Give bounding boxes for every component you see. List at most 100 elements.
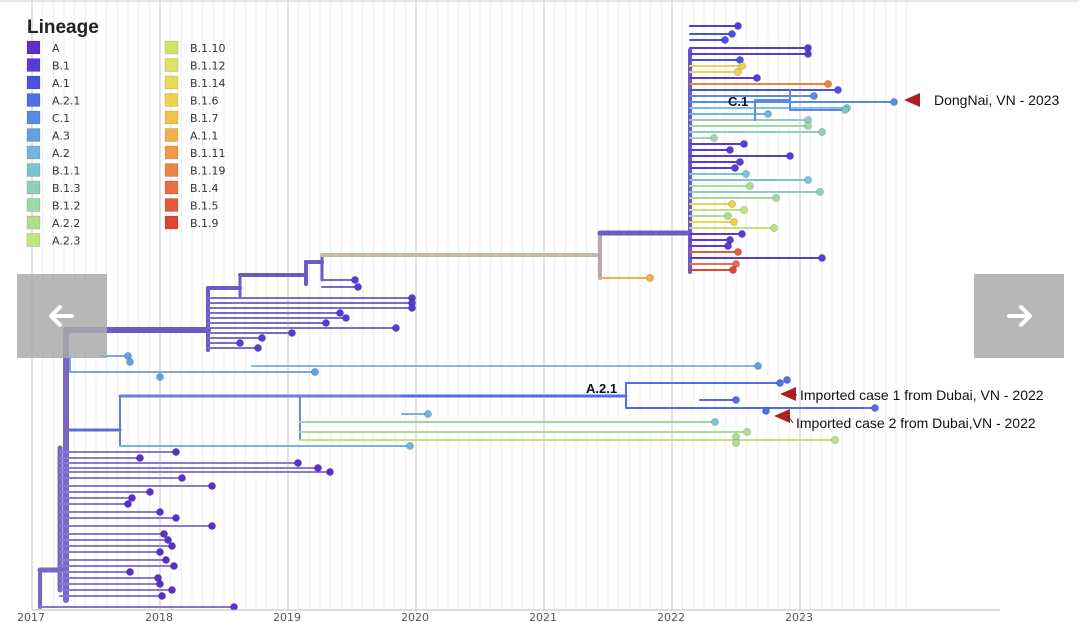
tree-tip: [254, 344, 262, 352]
tree-tip: [126, 358, 134, 366]
tree-tip: [158, 592, 166, 600]
legend-swatch: [164, 58, 179, 72]
tree-tip: [776, 379, 784, 387]
tick-label: 2022: [657, 611, 685, 622]
legend-swatch: [26, 233, 41, 247]
tree-tip: [753, 74, 761, 82]
annotation-arrow: [904, 93, 920, 107]
tree-tip: [156, 508, 164, 516]
legend-swatch: [26, 128, 41, 142]
legend-label: A.2.3: [52, 235, 80, 248]
tree-tip: [818, 128, 826, 136]
tree-tip: [816, 188, 824, 196]
tree-tip: [890, 98, 898, 106]
tree-tip: [646, 274, 654, 282]
clade-label-c1: C.1: [728, 94, 748, 109]
tree-tip: [742, 170, 750, 178]
tree-tip: [124, 500, 132, 508]
tree-tip: [738, 62, 746, 70]
tree-tip: [824, 80, 832, 88]
tree-tip: [728, 30, 736, 38]
tree-tip: [406, 442, 414, 450]
tree-tip: [754, 362, 762, 370]
legend-label: A: [52, 42, 60, 55]
legend-swatch: [164, 75, 179, 90]
tree-tip: [740, 140, 748, 148]
tree-tip: [342, 314, 350, 322]
previous-button[interactable]: [17, 274, 107, 358]
tree-tip: [162, 556, 170, 564]
legend-swatch: [164, 128, 179, 142]
tree-tip: [288, 329, 296, 337]
legend-label: B.1.2: [52, 200, 81, 213]
annotations: DongNai, VN - 2023 Imported case 1 from D…: [774, 92, 1060, 431]
tree-tip: [136, 454, 144, 462]
legend-label: B.1.6: [190, 95, 219, 108]
tree-tip: [230, 603, 238, 611]
tree-tip: [294, 459, 302, 467]
tree-tip: [804, 50, 812, 58]
legend-label: A.1: [52, 77, 70, 90]
tree-tip: [729, 266, 737, 274]
legend-swatch: [164, 163, 179, 177]
tree-tip: [732, 396, 740, 404]
annotation-leader: [787, 415, 794, 424]
legend-label: C.1: [52, 112, 70, 125]
tree-tip: [314, 464, 322, 472]
tree-tip: [164, 536, 172, 544]
legend-swatch: [164, 198, 179, 212]
tree-tip: [208, 522, 216, 530]
legend-label: B.1.4: [190, 182, 219, 195]
legend-label: B.1.5: [190, 200, 219, 213]
legend-swatch: [164, 110, 179, 125]
tree-tip: [871, 404, 879, 412]
legend-swatch: [164, 215, 179, 230]
tree-tip: [743, 428, 751, 436]
tree-tip: [146, 488, 154, 496]
legend-swatch: [26, 58, 41, 72]
annotation-label: Imported case 2 from Dubai,VN - 2022: [796, 415, 1036, 431]
tree-tip: [721, 36, 729, 44]
tree-tip: [810, 92, 818, 100]
clade-labels: C.1 A.2.1: [586, 94, 748, 396]
arrow-left-icon: [49, 305, 74, 327]
next-button[interactable]: [974, 274, 1064, 358]
tick-label: 2021: [529, 611, 557, 622]
tree-tip: [734, 22, 742, 30]
legend-swatch: [164, 180, 179, 195]
tree-tip: [156, 580, 164, 588]
tree-tip: [764, 110, 772, 118]
legend-label: A.3: [52, 130, 70, 143]
tree-tip: [236, 339, 244, 347]
lineage-legend: Lineage A B.1 A.1 A.2.1 C.1 A.3 A.2 B.1.1 B.1.3 B.…: [26, 17, 226, 248]
tree-tip: [740, 206, 748, 214]
legend-swatch: [26, 145, 41, 160]
legend-swatch: [26, 198, 41, 212]
legend-label: B.1.1: [52, 165, 81, 178]
legend-label: B.1.3: [52, 182, 81, 195]
legend-label: A.1.1: [190, 130, 218, 143]
tree-tip: [730, 218, 738, 226]
tree-tip: [128, 494, 136, 502]
tree-tip: [156, 548, 164, 556]
legend-label: B.1.12: [190, 60, 226, 73]
tree-tip: [724, 212, 732, 220]
legend-label: B.1.19: [190, 165, 226, 178]
tree-tip: [732, 439, 740, 447]
tick-label: 2018: [145, 611, 173, 622]
tree-tip: [772, 194, 780, 202]
tree-tip: [172, 448, 180, 456]
legend-label: A.2: [52, 147, 70, 160]
tick-label: 2020: [401, 611, 429, 622]
legend-swatch: [26, 93, 41, 107]
legend-label: A.2.2: [52, 217, 80, 230]
legend-swatch: [26, 40, 41, 55]
tree-tip: [126, 568, 134, 576]
tick-label: 2019: [273, 611, 301, 622]
tree-tip: [354, 283, 362, 291]
tree-tip: [732, 260, 740, 268]
tree-tip: [731, 164, 739, 172]
tree-tip: [168, 586, 176, 594]
tree-tip: [258, 334, 266, 342]
tree-tip: [336, 309, 344, 317]
